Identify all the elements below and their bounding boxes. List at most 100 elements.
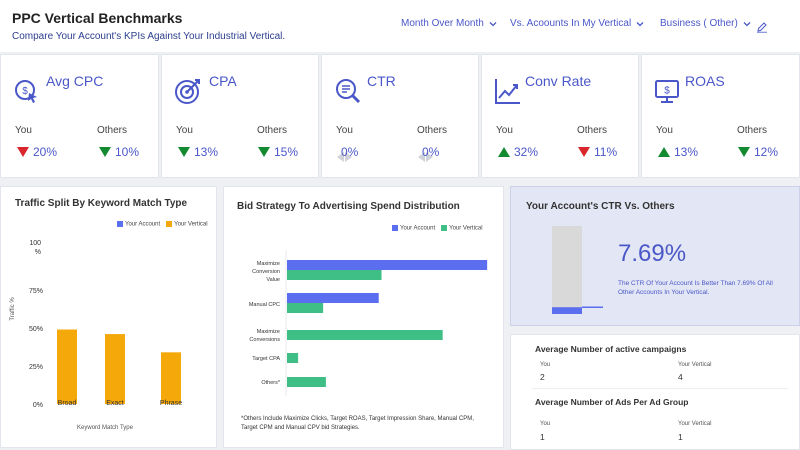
kpi-title: CPA [209,73,237,89]
x-tick-label: Broad [58,400,77,407]
kpi-others-value: 10% [99,145,139,159]
ads-you-value: 1 [540,432,545,442]
bar-your-vertical-phrase[interactable] [161,352,181,404]
kpi-others-value: 12% [738,145,778,159]
category-label: Target CPA [252,356,280,362]
page-title: PPC Vertical Benchmarks [12,10,183,26]
chevron-down-icon [489,21,497,26]
target-icon [175,79,200,104]
category-label: Conversions [249,337,280,343]
bar-your-account[interactable] [287,293,379,303]
y-tick-label: 0% [33,402,43,409]
kpi-others-value: 15% [258,145,298,159]
trend-up-icon [498,147,510,157]
vertical-filter-dropdown[interactable]: Business ( Other) [660,18,752,29]
category-label: Conversion [252,269,280,275]
ctr-gauge [552,226,603,314]
ctr-gauge-track [552,226,582,314]
category-label: Value [266,277,280,283]
period-filter-dropdown[interactable]: Month Over Month [401,18,498,29]
y-tick-label: 100 [29,240,41,247]
vertical-filter-label: Business ( Other) [660,18,738,29]
kpi-title: Avg CPC [46,73,104,89]
kpi-others-label: Others [97,125,128,136]
traffic-split-panel: Traffic Split By Keyword Match Type Your… [0,186,217,448]
trend-down-icon [738,147,750,157]
kpi-you-label: You [176,125,193,136]
monitor-dollar-icon: $ [655,80,679,103]
kpi-others-value: 11% [578,145,617,159]
y-tick-label: 50% [29,326,43,333]
svg-text:$: $ [22,86,28,97]
ads-vertical-value: 1 [678,432,683,442]
comparison-filter-dropdown[interactable]: Vs. Acoounts In My Vertical [510,18,645,29]
kpi-title: Conv Rate [525,73,592,89]
stat-you-label: You [540,362,551,368]
bid-strategy-chart: Maximize Conversion Value Manual CPC Maximiz… [241,250,488,431]
svg-text:$: $ [664,86,670,97]
x-axis-label: Keyword Match Type [77,425,134,431]
bar-your-vertical[interactable] [287,353,299,363]
stats-divider [532,388,788,389]
chevron-down-icon [636,21,644,26]
legend-your-vertical: Your Vertical [166,221,208,228]
bar-your-vertical[interactable] [287,377,326,387]
ctr-gauge-fill [552,307,582,314]
comparison-filter-label: Vs. Acoounts In My Vertical [510,18,632,29]
kpi-title: ROAS [685,73,725,89]
line-chart-icon [495,79,520,104]
kpi-card-avg-cpc: $ Avg CPC You Others 20% 10% [0,54,159,178]
footnote-line: Target CPM and Manual CPV bid Strategies… [241,425,360,431]
header-bar: PPC Vertical Benchmarks Compare Your Acc… [0,0,800,52]
legend-your-vertical: Your Vertical [441,225,483,232]
kpi-you-value: 13% [658,145,698,159]
bar-your-vertical[interactable] [287,330,443,340]
trend-up-icon [658,147,670,157]
bid-strategy-panel: Bid Strategy To Advertising Spend Distri… [223,186,504,448]
kpi-others-label: Others [257,125,288,136]
bid-strategy-title: Bid Strategy To Advertising Spend Distri… [237,201,460,212]
y-tick-label: % [35,249,41,256]
edit-pencil-icon[interactable] [756,21,768,33]
kpi-others-value: 0% [418,145,439,162]
kpi-card-ctr: CTR You Others 0% 0% [321,54,479,178]
kpi-you-value: 0% [337,145,358,162]
trend-down-icon [258,147,270,157]
chevron-down-icon [743,21,751,26]
traffic-split-title: Traffic Split By Keyword Match Type [15,198,188,209]
bar-your-vertical[interactable] [287,303,324,313]
kpi-card-cpa: CPA You Others 13% 15% [161,54,319,178]
period-filter-label: Month Over Month [401,18,484,29]
kpi-others-label: Others [737,125,768,136]
ads-stat-title: Average Number of Ads Per Ad Group [535,397,689,407]
category-label: Manual CPC [249,302,280,308]
search-analytics-icon [336,79,361,104]
campaigns-stat-title: Average Number of active campaigns [535,344,687,354]
kpi-card-conv-rate: Conv Rate You Others 32% 11% [481,54,639,178]
kpi-others-label: Others [577,125,608,136]
bar-your-vertical-exact[interactable] [105,334,125,404]
bar-your-vertical-broad[interactable] [57,329,77,404]
traffic-split-chart: 100 % 75% 50% 25% 0% Traffic % Keyword M… [10,240,182,431]
trend-down-icon [17,147,29,157]
trend-down-icon [178,147,190,157]
account-stats-panel [510,334,800,450]
footnote-line: *Others Include Maximize Clicks, Target … [241,416,474,422]
traffic-legend: Your Account Your Vertical [117,221,208,228]
kpi-title: CTR [367,73,396,89]
kpi-you-label: You [496,125,513,136]
kpi-others-label: Others [417,125,448,136]
y-tick-label: 75% [29,288,43,295]
category-label: Maximize [257,261,280,267]
kpi-you-label: You [336,125,353,136]
bar-your-vertical[interactable] [287,270,382,280]
trend-down-icon [578,147,590,157]
stat-vertical-label: Your Vertical [678,421,712,427]
stat-you-label: You [540,421,551,427]
legend-your-account: Your Account [392,225,435,232]
bid-legend: Your Account Your Vertical [392,225,483,232]
category-label: Others* [261,380,281,386]
bar-your-account[interactable] [287,260,488,270]
y-axis-label: Traffic % [10,297,16,321]
trend-down-icon [99,147,111,157]
